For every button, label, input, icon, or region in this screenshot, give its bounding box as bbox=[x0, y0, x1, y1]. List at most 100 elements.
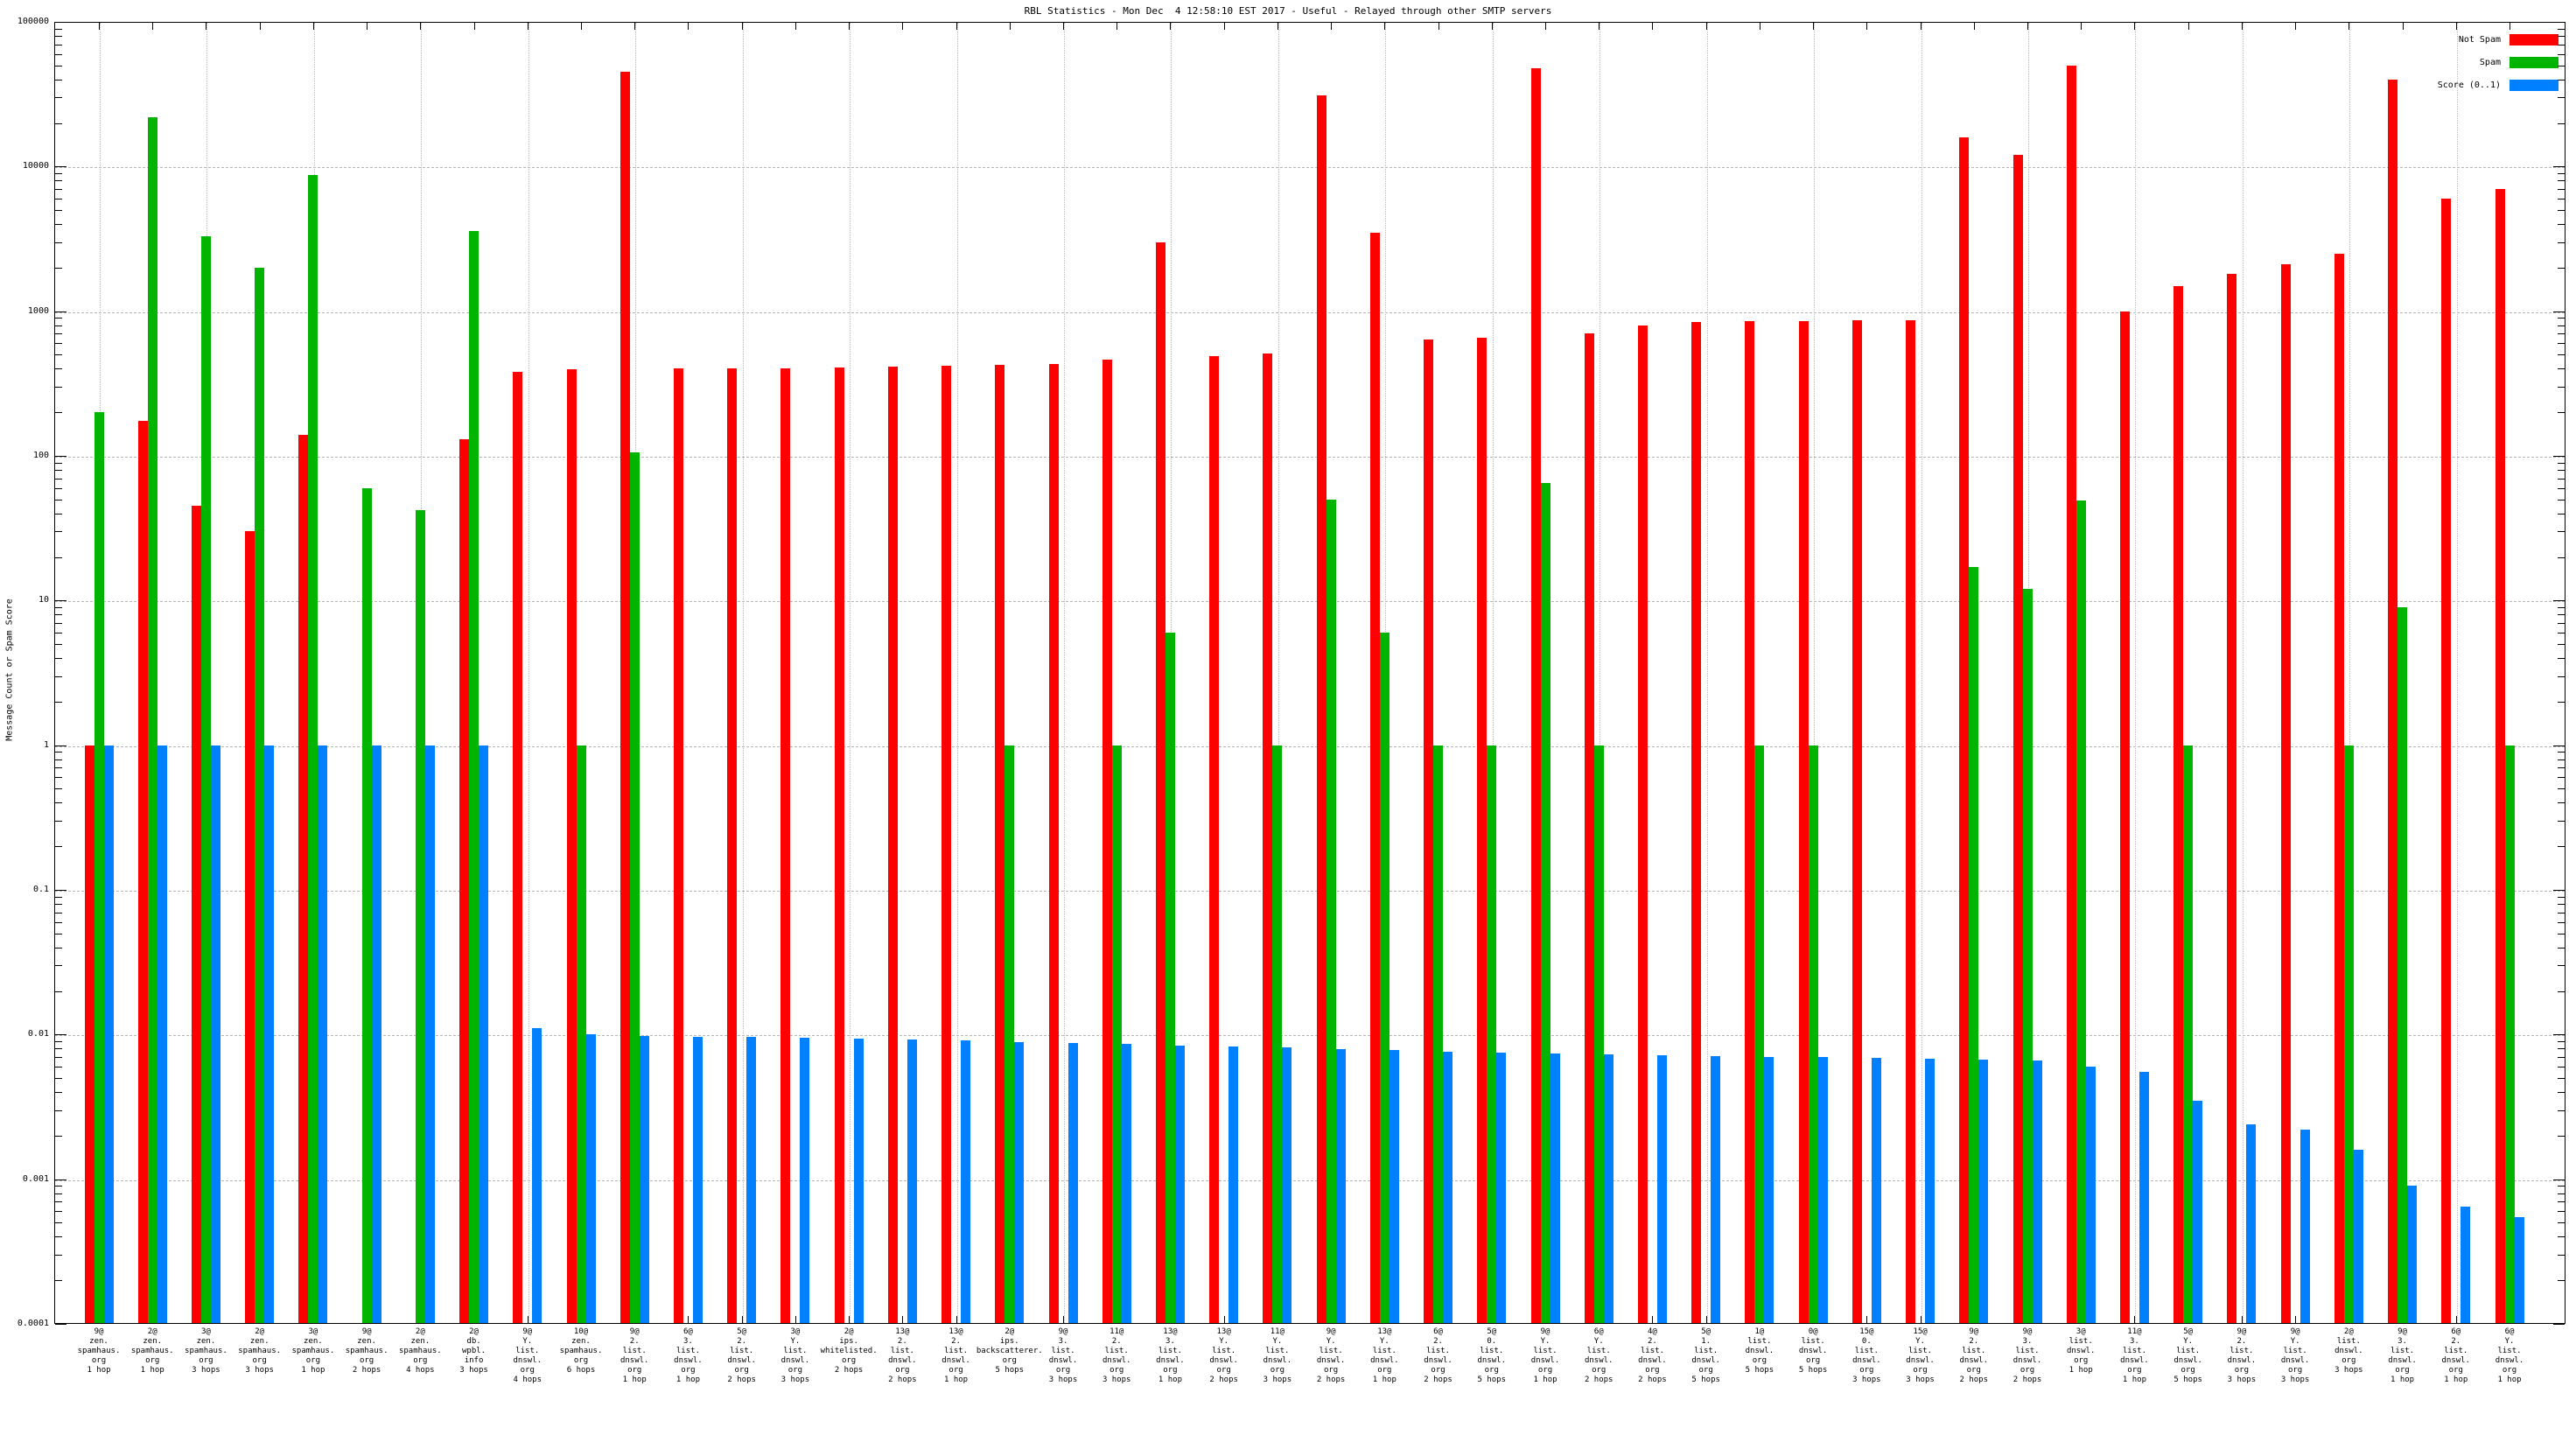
y-minor-tick bbox=[55, 210, 62, 212]
y-minor-tick bbox=[55, 188, 62, 190]
bar-not-spam bbox=[1691, 322, 1702, 1323]
bar-not-spam bbox=[942, 365, 952, 1323]
y-tick-label: 0.1 bbox=[32, 885, 49, 894]
y-minor-tick bbox=[2558, 802, 2565, 804]
y-minor-tick bbox=[55, 921, 62, 923]
y-major-tick bbox=[2553, 166, 2565, 168]
y-major-tick bbox=[55, 1034, 66, 1036]
y-minor-tick bbox=[2558, 1078, 2565, 1080]
legend-swatch bbox=[2510, 34, 2558, 46]
bar-not-spam bbox=[137, 420, 148, 1323]
bar-score bbox=[1068, 1042, 1078, 1323]
bar-spam bbox=[415, 510, 425, 1323]
y-minor-tick bbox=[2558, 368, 2565, 370]
y-minor-tick bbox=[55, 1222, 62, 1224]
y-minor-tick bbox=[55, 387, 62, 388]
x-tick-top bbox=[2027, 23, 2028, 30]
bar-score bbox=[1282, 1047, 1292, 1323]
x-tick-top bbox=[1705, 23, 1707, 30]
y-minor-tick bbox=[2558, 1040, 2565, 1042]
bar-not-spam bbox=[1852, 320, 1862, 1323]
y-gridline bbox=[55, 457, 2565, 458]
y-minor-tick bbox=[55, 368, 62, 370]
bar-score bbox=[157, 745, 167, 1323]
y-tick-label: 10000 bbox=[22, 161, 49, 172]
x-category-label: 9@ Y. list. dnswl. org 4 hops bbox=[513, 1327, 542, 1384]
bar-not-spam bbox=[834, 367, 844, 1323]
bar-not-spam bbox=[887, 366, 898, 1323]
bar-score bbox=[2246, 1124, 2257, 1323]
x-category-label: 5@ 1. list. dnswl. org 5 hops bbox=[1691, 1327, 1720, 1384]
bar-score bbox=[853, 1038, 864, 1323]
y-minor-tick bbox=[55, 343, 62, 345]
bar-spam bbox=[94, 412, 104, 1323]
y-minor-tick bbox=[55, 354, 62, 356]
x-tick-bottom bbox=[688, 1316, 690, 1323]
x-tick-bottom bbox=[1866, 1316, 1868, 1323]
y-minor-tick bbox=[55, 701, 62, 703]
y-minor-tick bbox=[55, 36, 62, 38]
bar-score bbox=[318, 745, 328, 1323]
y-minor-tick bbox=[2558, 896, 2565, 898]
x-tick-top bbox=[902, 23, 904, 30]
y-minor-tick bbox=[2558, 333, 2565, 335]
x-gridline bbox=[2349, 23, 2351, 1323]
x-tick-bottom bbox=[2455, 1316, 2457, 1323]
y-minor-tick bbox=[2558, 242, 2565, 243]
x-tick-top bbox=[956, 23, 957, 30]
bar-score bbox=[2353, 1149, 2363, 1323]
x-tick-top bbox=[420, 23, 422, 30]
y-minor-tick bbox=[2558, 53, 2565, 55]
y-minor-tick bbox=[55, 633, 62, 634]
y-minor-tick bbox=[55, 180, 62, 182]
y-minor-tick bbox=[55, 333, 62, 335]
y-minor-tick bbox=[2558, 1056, 2565, 1058]
y-major-tick bbox=[55, 22, 66, 23]
bar-not-spam bbox=[2495, 188, 2505, 1323]
x-gridline bbox=[1064, 23, 1065, 1323]
y-minor-tick bbox=[55, 1078, 62, 1080]
bar-not-spam bbox=[2280, 264, 2291, 1323]
y-minor-tick bbox=[55, 462, 62, 464]
x-category-label: 2@ ips. whitelisted. org 2 hops bbox=[820, 1327, 878, 1375]
x-category-label: 2@ ips. backscatterer. org 5 hops bbox=[976, 1327, 1043, 1375]
x-category-label: 6@ 2. list. dnswl. org 1 hop bbox=[2441, 1327, 2471, 1384]
x-tick-bottom bbox=[2241, 1316, 2243, 1323]
y-minor-tick bbox=[2558, 531, 2565, 533]
y-minor-tick bbox=[2558, 904, 2565, 906]
x-tick-bottom bbox=[1223, 1316, 1225, 1323]
x-tick-top bbox=[312, 23, 314, 30]
y-major-tick bbox=[55, 600, 66, 602]
bar-score bbox=[1550, 1053, 1560, 1323]
y-minor-tick bbox=[55, 1040, 62, 1042]
x-category-label: 2@ db. wpbl. info 3 hops bbox=[459, 1327, 488, 1375]
x-tick-top bbox=[1170, 23, 1172, 30]
bar-not-spam bbox=[1263, 354, 1273, 1323]
x-tick-top bbox=[849, 23, 850, 30]
x-tick-top bbox=[1652, 23, 1654, 30]
y-major-tick bbox=[2553, 22, 2565, 23]
y-minor-tick bbox=[55, 487, 62, 489]
bar-score bbox=[746, 1037, 757, 1323]
x-tick-top bbox=[741, 23, 743, 30]
x-gridline bbox=[1278, 23, 1279, 1323]
y-minor-tick bbox=[55, 267, 62, 269]
x-tick-top bbox=[2348, 23, 2350, 30]
x-tick-top bbox=[99, 23, 100, 30]
x-category-label: 9@ Y. list. dnswl. org 1 hop bbox=[1530, 1327, 1560, 1384]
bar-spam bbox=[200, 235, 211, 1323]
y-minor-tick bbox=[2558, 180, 2565, 182]
bar-not-spam bbox=[2334, 253, 2344, 1323]
bar-spam bbox=[1593, 745, 1604, 1323]
x-tick-top bbox=[1545, 23, 1546, 30]
bar-score bbox=[1978, 1060, 1989, 1323]
y-minor-tick bbox=[2558, 210, 2565, 212]
x-category-label: 0@ list. dnswl. org 5 hops bbox=[1798, 1327, 1828, 1375]
x-tick-bottom bbox=[1652, 1316, 1654, 1323]
x-tick-top bbox=[2295, 23, 2297, 30]
y-minor-tick bbox=[2558, 1135, 2565, 1137]
y-minor-tick bbox=[55, 1236, 62, 1238]
bar-spam bbox=[576, 745, 586, 1323]
y-minor-tick bbox=[55, 1201, 62, 1203]
